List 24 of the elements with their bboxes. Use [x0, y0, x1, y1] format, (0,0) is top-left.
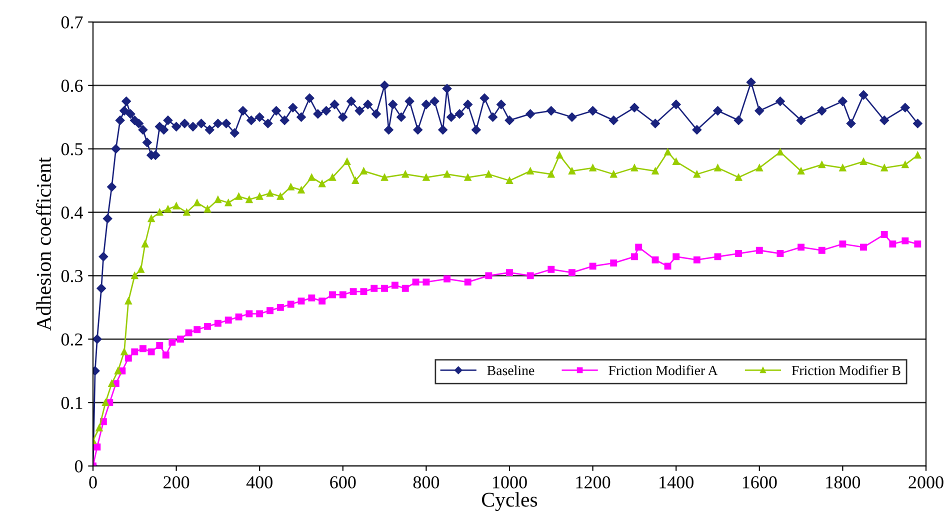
x-tick-label: 1800	[826, 476, 860, 488]
x-tick-label: 1600	[742, 476, 777, 488]
y-tick-label: 0.5	[61, 143, 83, 156]
y-tick-label: 0.2	[61, 333, 82, 346]
legend-label: Friction Modifier A	[608, 365, 718, 376]
y-tick-label: 0.6	[61, 80, 83, 92]
y-tick-label: 0.1	[61, 396, 82, 410]
y-tick-label: 0	[74, 460, 83, 472]
x-tick-label: 200	[164, 476, 190, 488]
x-tick-label: 0	[89, 476, 97, 488]
legend-label: Friction Modifier B	[792, 365, 900, 376]
y-tick-label: 0.3	[61, 270, 83, 282]
y-tick-label: 0.4	[61, 206, 83, 219]
legend-label: Baseline	[487, 365, 534, 376]
x-tick-label: 1000	[493, 476, 527, 488]
x-tick-label: 600	[330, 476, 356, 488]
y-axis-title: Adhesion coefficient	[36, 157, 51, 331]
x-tick-label: 800	[413, 476, 440, 488]
x-tick-label: 400	[246, 476, 272, 488]
x-tick-label: 2000	[908, 476, 944, 488]
x-axis-title: Cycles	[482, 492, 538, 512]
x-tick-label: 1200	[576, 476, 610, 488]
x-tick-label: 1400	[660, 476, 694, 488]
y-tick-label: 0.7	[61, 16, 83, 29]
